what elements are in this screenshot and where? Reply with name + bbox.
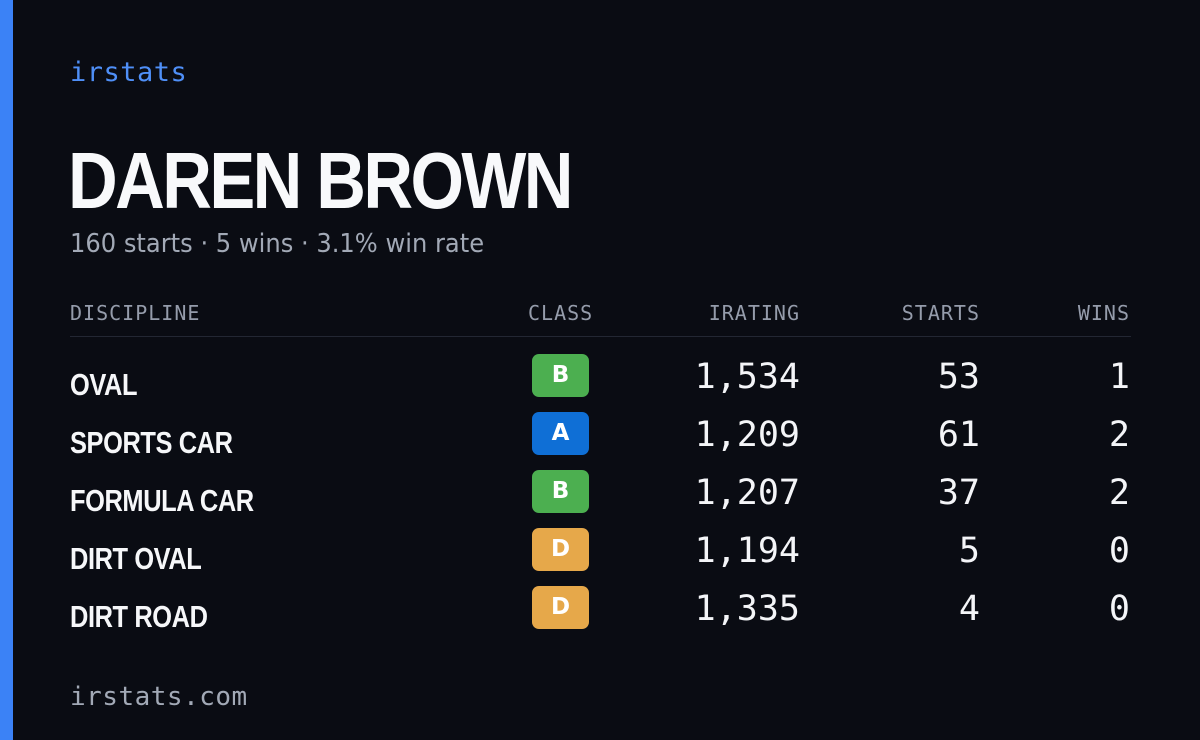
stats-table-body: OVAL B 1,534 53 1 SPORTS CAR A 1,209 61 … bbox=[70, 350, 1131, 640]
starts-value: 4 bbox=[958, 589, 980, 629]
table-row: OVAL B 1,534 53 1 bbox=[70, 350, 1131, 408]
irating-value: 1,207 bbox=[694, 473, 800, 513]
column-header-class: CLASS bbox=[528, 301, 594, 325]
table-row: FORMULA CAR B 1,207 37 2 bbox=[70, 466, 1131, 524]
wins-value: 0 bbox=[1108, 589, 1130, 629]
starts-value: 5 bbox=[958, 531, 980, 571]
class-badge: A bbox=[532, 412, 589, 455]
brand-logo: irstats bbox=[70, 57, 188, 88]
discipline-name: OVAL bbox=[70, 367, 138, 402]
discipline-name: DIRT OVAL bbox=[70, 541, 202, 576]
discipline-name: FORMULA CAR bbox=[70, 483, 254, 518]
table-row: DIRT ROAD D 1,335 4 0 bbox=[70, 582, 1131, 640]
class-badge: D bbox=[532, 586, 589, 629]
discipline-name: SPORTS CAR bbox=[70, 425, 233, 460]
accent-bar bbox=[0, 0, 13, 740]
class-badge: B bbox=[532, 354, 589, 397]
driver-name: DAREN BROWN bbox=[68, 136, 573, 225]
wins-value: 1 bbox=[1108, 357, 1130, 397]
table-row: DIRT OVAL D 1,194 5 0 bbox=[70, 524, 1131, 582]
footer-url: irstats.com bbox=[70, 682, 248, 712]
discipline-name: DIRT ROAD bbox=[70, 599, 208, 634]
wins-value: 2 bbox=[1108, 415, 1130, 455]
starts-value: 37 bbox=[937, 473, 980, 513]
column-header-wins: WINS bbox=[1077, 301, 1130, 325]
starts-value: 53 bbox=[937, 357, 980, 397]
wins-value: 2 bbox=[1108, 473, 1130, 513]
table-header: DISCIPLINE CLASS IRATING STARTS WINS bbox=[70, 298, 1131, 337]
class-badge: B bbox=[532, 470, 589, 513]
irating-value: 1,194 bbox=[694, 531, 800, 571]
wins-value: 0 bbox=[1108, 531, 1130, 571]
starts-value: 61 bbox=[937, 415, 980, 455]
column-header-discipline: DISCIPLINE bbox=[70, 301, 201, 325]
column-header-irating: IRATING bbox=[708, 301, 800, 325]
column-header-starts: STARTS bbox=[901, 301, 980, 325]
irating-value: 1,534 bbox=[694, 357, 800, 397]
irating-value: 1,335 bbox=[694, 589, 800, 629]
class-badge: D bbox=[532, 528, 589, 571]
table-row: SPORTS CAR A 1,209 61 2 bbox=[70, 408, 1131, 466]
driver-summary: 160 starts · 5 wins · 3.1% win rate bbox=[70, 229, 485, 259]
irating-value: 1,209 bbox=[694, 415, 800, 455]
